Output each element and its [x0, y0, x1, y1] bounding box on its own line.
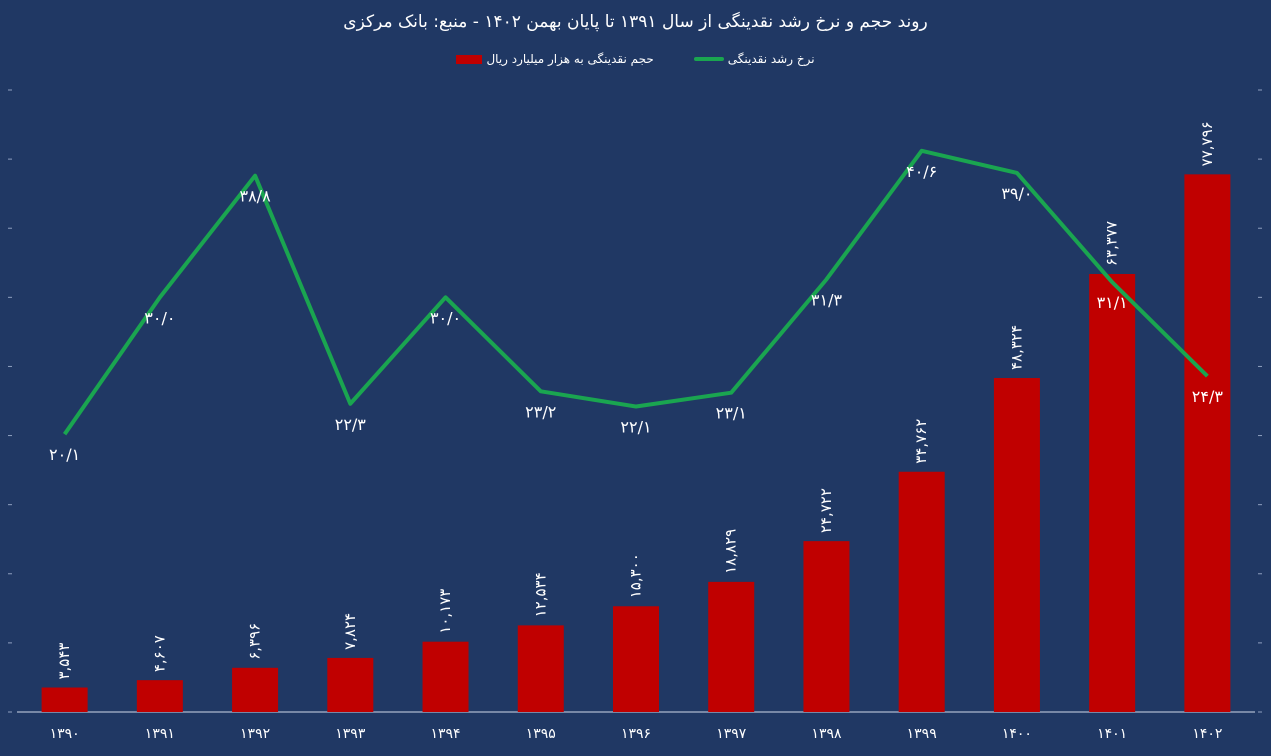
bar	[613, 606, 659, 712]
bar-data-label: ۶,۳۹۶	[246, 623, 264, 660]
line-data-label: ۳۰/۰	[430, 308, 461, 327]
bar-data-label: ۴,۶۰۷	[150, 635, 168, 672]
line-data-label: ۲۳/۱	[716, 404, 747, 423]
legend-item-volume: حجم نقدینگی به هزار میلیارد ریال	[456, 52, 654, 66]
line-data-label: ۳۱/۳	[811, 290, 843, 309]
line-data-label: ۲۲/۳	[335, 415, 367, 434]
line-data-label: ۲۴/۳	[1192, 387, 1224, 406]
bar-data-label: ۶۳,۳۷۷	[1103, 221, 1121, 266]
bar-data-label: ۱۲,۵۳۴	[531, 572, 549, 617]
legend-item-growth-rate: نرخ رشد نقدینگی	[693, 52, 815, 66]
bar-data-label: ۷۷,۷۹۶	[1198, 121, 1216, 166]
bar-data-label: ۳,۵۴۳	[55, 643, 73, 680]
x-tick-label: ۱۴۰۲	[1192, 726, 1222, 742]
bar	[708, 581, 755, 712]
bar-data-label: ۱۰,۱۷۳	[436, 589, 454, 634]
line-data-label: ۳۹/۰	[1001, 184, 1032, 203]
x-tick-label: ۱۳۹۷	[716, 726, 747, 742]
x-tick-label: ۱۳۹۹	[907, 726, 937, 742]
x-tick-label: ۱۳۹۶	[621, 726, 651, 742]
legend-label-volume: حجم نقدینگی به هزار میلیارد ریال	[486, 52, 654, 66]
legend-swatch-bar	[456, 54, 483, 64]
bar	[41, 687, 88, 712]
bar-data-label: ۷,۸۲۴	[341, 613, 359, 650]
bar	[898, 471, 945, 712]
bar	[803, 541, 850, 712]
line-data-label: ۴۰/۶	[906, 162, 937, 181]
x-tick-label: ۱۳۹۱	[145, 726, 175, 742]
legend-swatch-line	[693, 57, 724, 61]
bar	[136, 680, 183, 712]
bar	[993, 378, 1040, 712]
line-data-label: ۳۸/۸	[239, 187, 271, 206]
legend: نرخ رشد نقدینگی حجم نقدینگی به هزار میلی…	[0, 52, 1271, 66]
x-tick-label: ۱۳۹۸	[811, 726, 842, 742]
legend-label-growth-rate: نرخ رشد نقدینگی	[727, 52, 815, 66]
x-tick-label: ۱۳۹۵	[526, 726, 556, 742]
x-tick-label: ۱۳۹۳	[335, 726, 366, 742]
line-data-label: ۲۲/۱	[620, 418, 651, 437]
bar-data-label: ۱۸,۸۲۹	[722, 529, 740, 574]
bar	[327, 657, 374, 712]
line-data-label: ۳۰/۰	[144, 308, 175, 327]
bar-data-label: ۴۸,۳۲۴	[1007, 325, 1025, 370]
bar-data-label: ۳۴,۷۶۲	[912, 419, 930, 464]
chart-title: روند حجم و نرخ رشد نقدینگی از سال ۱۳۹۱ ت…	[343, 12, 928, 32]
bar	[1089, 273, 1136, 712]
x-tick-label: ۱۳۹۴	[430, 726, 460, 742]
growth-rate-line	[62, 148, 1209, 436]
bar	[517, 625, 564, 712]
bar-data-label: ۲۴,۷۲۲	[817, 488, 835, 533]
bar	[232, 667, 279, 712]
x-tick-label: ۱۴۰۱	[1097, 726, 1127, 742]
line-data-label: ۲۳/۲	[525, 402, 556, 421]
line-data-label: ۲۰/۱	[49, 445, 80, 464]
bar-data-label: ۱۵,۳۰۰	[627, 553, 645, 598]
bar	[1184, 174, 1231, 712]
bar	[422, 641, 469, 712]
x-tick-label: ۱۳۹۰	[50, 726, 80, 742]
x-tick-label: ۱۳۹۲	[240, 726, 270, 742]
line-data-label: ۳۱/۱	[1097, 293, 1128, 312]
x-tick-label: ۱۴۰۰	[1002, 726, 1032, 742]
